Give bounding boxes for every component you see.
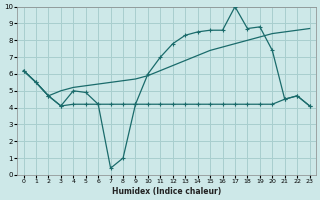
X-axis label: Humidex (Indice chaleur): Humidex (Indice chaleur) [112, 187, 221, 196]
